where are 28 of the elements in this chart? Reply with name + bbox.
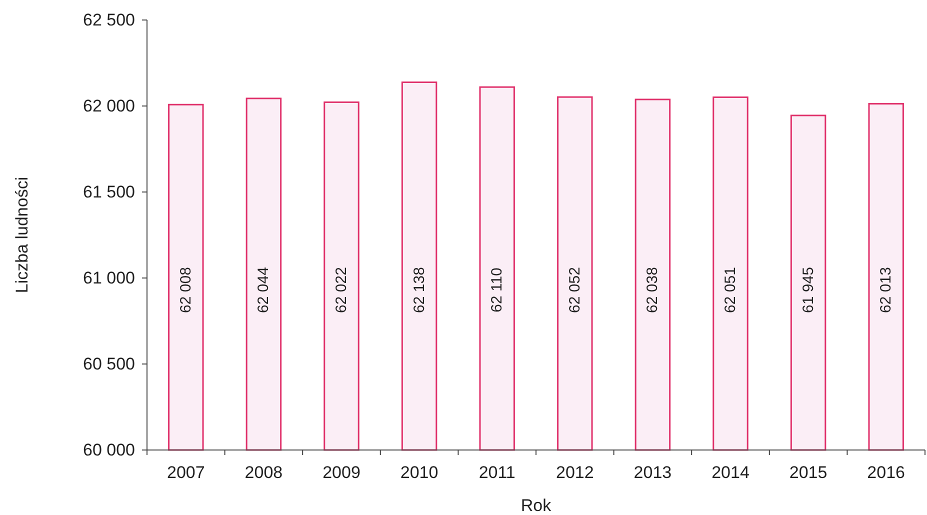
- x-tick-label: 2014: [712, 463, 750, 482]
- x-tick-label: 2015: [789, 463, 828, 482]
- y-tick-label: 61 500: [83, 182, 135, 202]
- y-axis-title: Liczba ludności: [12, 176, 32, 294]
- x-tick-label: 2012: [556, 463, 594, 482]
- data-label: 62 138: [410, 267, 428, 313]
- x-tick-label: 2010: [400, 463, 438, 482]
- x-tick-label: 2011: [478, 463, 516, 482]
- data-label: 62 052: [566, 267, 584, 313]
- data-label: 62 051: [722, 267, 739, 313]
- y-tick-label: 60 000: [83, 440, 135, 460]
- y-tick-label: 62 000: [83, 96, 135, 116]
- data-label: 62 110: [488, 268, 506, 312]
- x-tick-label: 2009: [322, 463, 360, 482]
- x-tick-label: 2016: [867, 463, 906, 482]
- data-label: 61 945: [800, 267, 817, 313]
- x-axis-title: Rok: [520, 496, 552, 515]
- x-tick-label: 2008: [244, 463, 283, 482]
- data-label: 62 013: [878, 267, 895, 313]
- x-tick-label: 2013: [634, 463, 672, 482]
- data-label: 62 022: [333, 267, 350, 313]
- data-label: 62 008: [177, 267, 194, 313]
- y-tick-label: 62 500: [83, 10, 135, 30]
- data-label: 62 044: [255, 267, 272, 313]
- y-tick-label: 60 500: [83, 354, 135, 374]
- x-tick-label: 2007: [166, 463, 205, 482]
- data-label: 62 038: [644, 267, 662, 313]
- y-tick-label: 61 000: [83, 268, 135, 288]
